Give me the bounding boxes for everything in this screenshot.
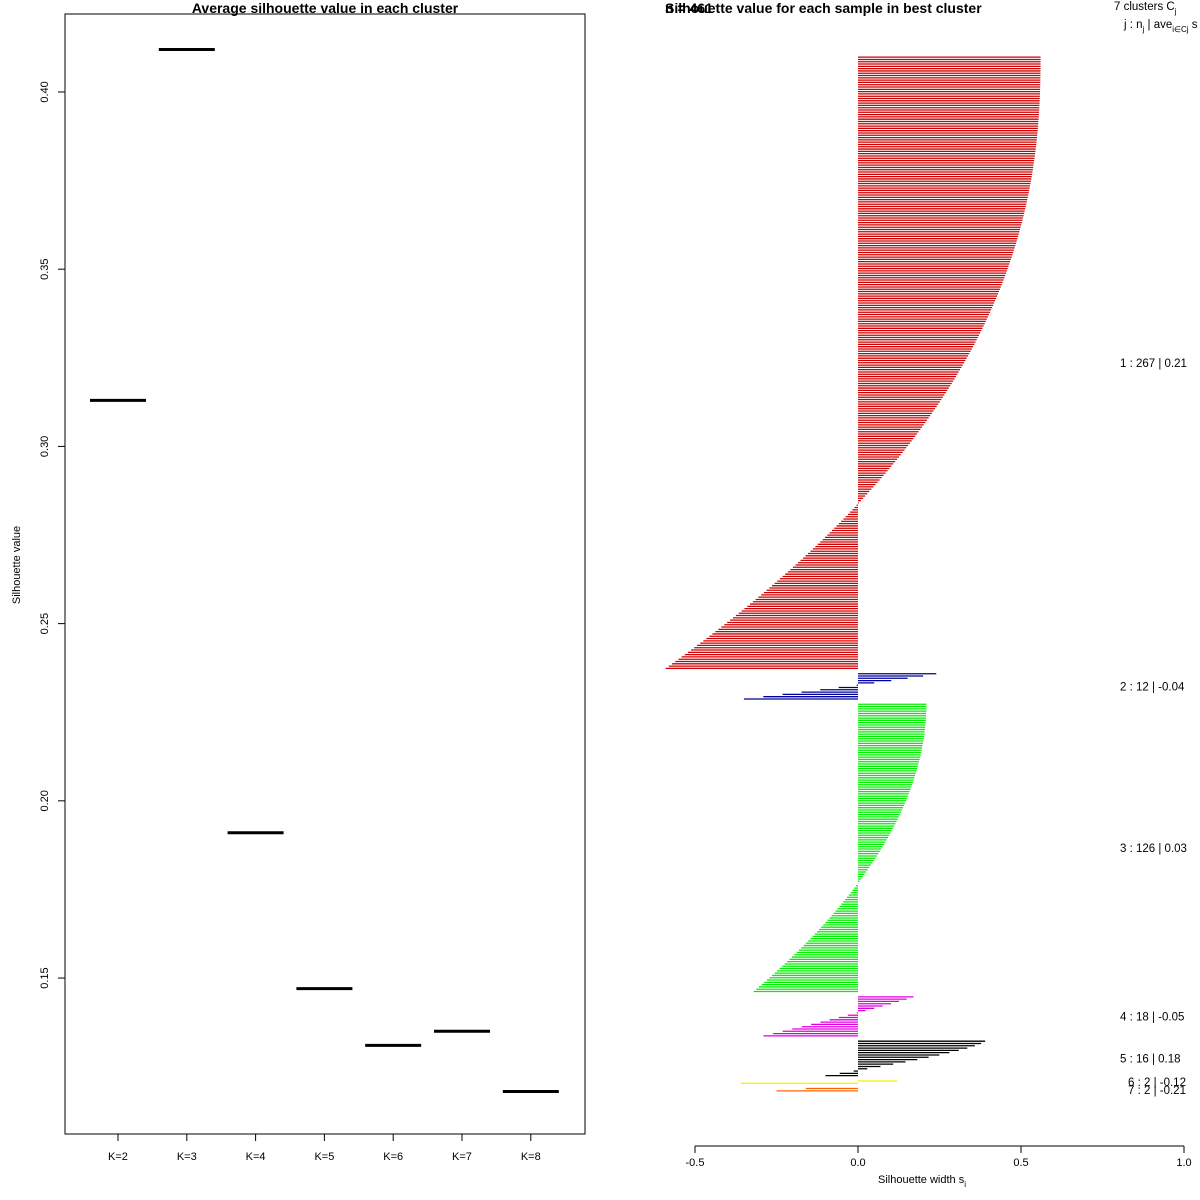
right-x-tick-label: 1.0 [1176, 1157, 1191, 1169]
left-y-tick-label: 0.30 [39, 436, 51, 457]
legend-header-line2-tail: s [1189, 19, 1198, 31]
right-panel: n = 461 Silhouette value for each sample… [665, 0, 1198, 1189]
left-y-axis: 0.15 0.20 0.25 0.30 0.35 0.40 [39, 81, 66, 989]
legend-header-line1-main: 7 clusters C [1114, 1, 1175, 13]
right-x-tick-label: 0.0 [850, 1157, 865, 1169]
left-panel: Average silhouette value in each cluster… [11, 0, 586, 1163]
cluster-7-bars [776, 1087, 858, 1092]
cluster-1-bars [665, 56, 1041, 670]
left-x-tick-label: K=5 [314, 1151, 334, 1163]
cluster-6-bars [740, 1080, 898, 1084]
left-y-tick-label: 0.40 [39, 81, 51, 102]
right-chart-title: Silhouette value for each sample in best… [665, 0, 982, 16]
left-x-tick-label: K=4 [246, 1151, 266, 1163]
right-x-axis-label: Silhouette width si [878, 1174, 966, 1189]
cluster-5-bars [825, 1040, 986, 1077]
left-x-tick-label: K=6 [383, 1151, 403, 1163]
silhouette-bars [665, 56, 1041, 1092]
right-x-tick-label: 0.5 [1013, 1157, 1028, 1169]
left-y-tick-label: 0.35 [39, 258, 51, 279]
left-plot-frame [64, 13, 586, 1135]
left-y-tick-label: 0.15 [39, 967, 51, 988]
left-x-tick-label: K=7 [452, 1151, 472, 1163]
legend-header-line2-sub: j [1142, 25, 1145, 34]
cluster-3-bars [753, 703, 927, 993]
legend-header-line1: 7 clusters Cj [1114, 1, 1177, 16]
legend-header-line1-sub: j [1174, 7, 1177, 16]
left-x-tick-label: K=8 [521, 1151, 541, 1163]
right-x-axis: -0.5 0.0 0.5 1.0 [686, 1145, 1192, 1169]
cluster-legend-label: 7 : 2 | -0.21 [1128, 1085, 1186, 1097]
x-axis-label-subscript: i [964, 1180, 966, 1189]
left-chart-title: Average silhouette value in each cluster [192, 0, 459, 16]
cluster-legend: 1 : 267 | 0.21 2 : 12 | -0.04 3 : 126 | 0.… [1120, 358, 1187, 1097]
cluster-legend-label: 4 : 18 | -0.05 [1120, 1011, 1184, 1023]
right-x-tick-label: -0.5 [686, 1157, 705, 1169]
cluster-4-bars [763, 996, 914, 1037]
legend-header-line2-mid: | ave [1144, 19, 1172, 31]
left-marks [90, 47, 559, 1093]
left-x-tick-label: K=3 [177, 1151, 197, 1163]
left-y-tick-label: 0.25 [39, 613, 51, 634]
x-axis-label-main: Silhouette width s [878, 1174, 965, 1186]
legend-header-line2-main: j : n [1123, 19, 1143, 31]
cluster-legend-label: 1 : 267 | 0.21 [1120, 358, 1187, 370]
legend-header-line2: j : nj | avei∈Cj s [1123, 19, 1198, 34]
cluster-legend-label: 3 : 126 | 0.03 [1120, 843, 1187, 855]
legend-header-line2-sub2: i∈Cj [1172, 25, 1189, 34]
cluster-legend-label: 6 : 2 | -0.12 [1128, 1077, 1186, 1089]
cluster-2-bars [743, 673, 937, 700]
left-y-tick-label: 0.20 [39, 790, 51, 811]
left-x-axis: K=2 K=3 K=4 K=5 K=6 K=7 K=8 [108, 1133, 541, 1163]
left-y-axis-label: Silhouette value [11, 526, 23, 604]
left-x-tick-label: K=2 [108, 1151, 128, 1163]
cluster-legend-label: 2 : 12 | -0.04 [1120, 681, 1185, 693]
right-title-overlay: n = 461 [665, 0, 713, 16]
cluster-legend-label: 5 : 16 | 0.18 [1120, 1053, 1181, 1065]
